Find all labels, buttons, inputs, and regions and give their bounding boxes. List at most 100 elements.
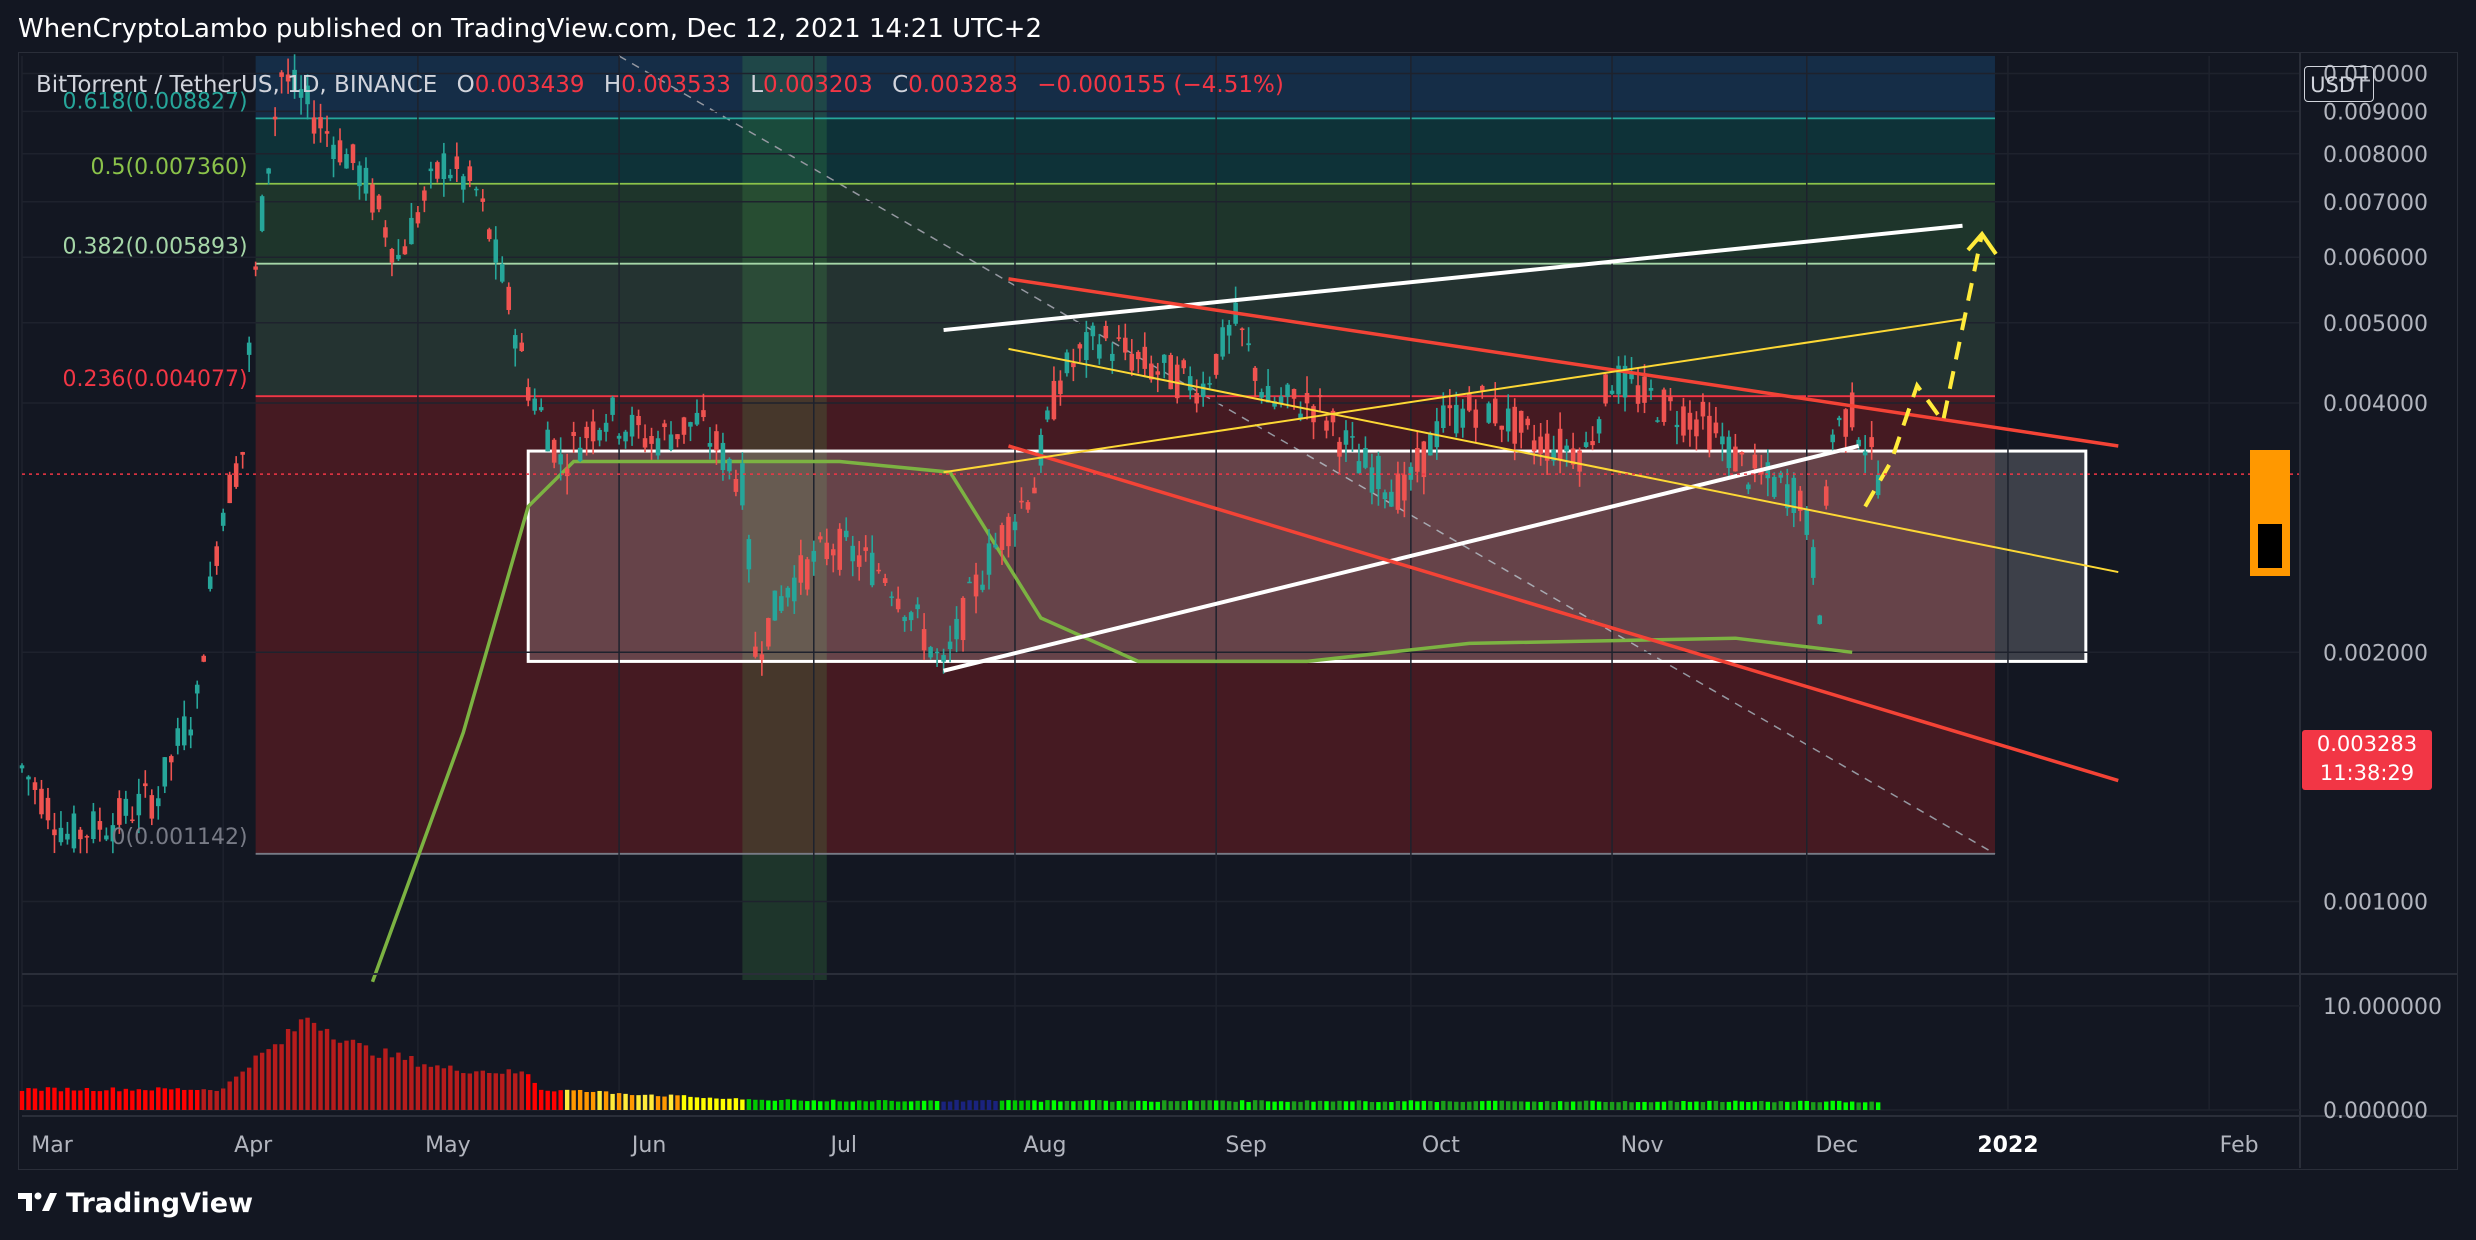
indicator-bar <box>779 1099 784 1110</box>
candle-body <box>785 587 791 598</box>
candle-body <box>1570 448 1576 465</box>
currency-badge[interactable]: USDT <box>2304 66 2374 102</box>
candle-body <box>448 174 453 179</box>
indicator-bar <box>1609 1101 1615 1110</box>
indicator-bar <box>1804 1101 1809 1110</box>
candle-body <box>156 798 161 807</box>
candle-body <box>1045 410 1050 420</box>
candle-body <box>298 89 304 98</box>
ind-tick-label: 10.000000 <box>2323 995 2442 1020</box>
indicator-bar <box>162 1088 167 1110</box>
candle-body <box>1356 461 1362 474</box>
candle-body <box>1629 374 1634 380</box>
candle-body <box>1681 406 1686 436</box>
indicator-bar <box>305 1017 310 1110</box>
indicator-bar <box>707 1097 713 1110</box>
candle-body <box>1389 491 1394 507</box>
candle-body <box>1161 354 1167 363</box>
candle-body <box>772 590 778 621</box>
indicator-bar <box>1434 1102 1440 1110</box>
candle-body <box>1181 360 1186 369</box>
indicator-bar <box>292 1031 297 1110</box>
candle-body <box>104 835 109 840</box>
indicator-bar <box>1655 1101 1660 1110</box>
candle-body <box>26 776 31 780</box>
candle-body <box>246 342 252 355</box>
candle-body <box>1259 392 1264 398</box>
indicator-bar <box>564 1089 570 1110</box>
candle-body <box>1142 346 1148 369</box>
x-tick-label: Feb <box>2220 1133 2259 1158</box>
indicator-bar <box>584 1092 589 1110</box>
indicator-bar <box>1622 1101 1628 1110</box>
y-tick-label: 0.005000 <box>2323 312 2428 337</box>
indicator-bar <box>539 1089 544 1110</box>
indicator-bar <box>1116 1101 1122 1110</box>
x-tick-label: Oct <box>1422 1133 1460 1158</box>
indicator-bar <box>1538 1101 1543 1110</box>
indicator-bar <box>1862 1102 1868 1110</box>
projection-arrow <box>1966 230 1998 256</box>
indicator-bar <box>1759 1100 1764 1110</box>
candle-body <box>266 168 271 174</box>
candle-body <box>1746 484 1751 490</box>
indicator-bar <box>526 1074 531 1110</box>
indicator-bar <box>448 1065 453 1110</box>
candle-body <box>1583 442 1589 447</box>
candle-body <box>259 196 265 231</box>
indicator-bar <box>1162 1100 1167 1110</box>
indicator-bar <box>1616 1102 1621 1110</box>
candle-body <box>1330 410 1336 423</box>
indicator-bar <box>214 1090 219 1110</box>
indicator-bar <box>577 1089 583 1110</box>
candle-body <box>422 190 427 201</box>
footer-brand[interactable]: TradingView <box>18 1188 253 1220</box>
indicator-bar <box>1226 1101 1232 1110</box>
ohlc-legend: BitTorrent / TetherUS, 1D, BINANCE O0.00… <box>36 72 1284 98</box>
candle-body <box>1700 401 1706 417</box>
candle-body <box>792 577 797 602</box>
indicator-bar <box>1168 1101 1173 1110</box>
candle-body <box>305 85 310 105</box>
candle-body <box>616 435 622 439</box>
candle-body <box>194 684 200 694</box>
indicator-bar <box>253 1055 258 1110</box>
indicator-bar <box>1687 1101 1693 1110</box>
candle-body <box>175 728 181 746</box>
indicator-bar <box>1681 1100 1686 1110</box>
candle-body <box>740 463 745 506</box>
indicator-bar <box>759 1099 765 1110</box>
candle-body <box>1609 390 1615 394</box>
indicator-bar <box>506 1069 511 1110</box>
candle-body <box>1239 328 1245 331</box>
indicator-bar <box>58 1091 64 1110</box>
candle-body <box>1382 492 1388 500</box>
candle-body <box>993 544 998 548</box>
candle-body <box>1843 409 1848 437</box>
indicator-bar <box>1213 1100 1219 1110</box>
candle-body <box>701 410 706 418</box>
indicator-bar <box>1239 1100 1245 1110</box>
candle-body <box>1694 419 1699 437</box>
indicator-bar <box>402 1059 408 1110</box>
indicator-bar <box>324 1028 330 1110</box>
y-tick-label: 0.009000 <box>2323 100 2428 125</box>
candle-body <box>1531 440 1537 452</box>
indicator-bar <box>1531 1101 1537 1110</box>
candle-body <box>337 140 343 163</box>
indicator-bar <box>785 1099 791 1110</box>
indicator-bar <box>902 1101 907 1110</box>
candle-body <box>1311 406 1316 423</box>
candle-body <box>941 655 946 662</box>
candle-body <box>1032 487 1037 494</box>
symbol-label: BitTorrent / TetherUS, 1D, BINANCE <box>36 72 438 98</box>
candle-body <box>869 552 875 586</box>
published-info: WhenCryptoLambo published on TradingView… <box>18 14 1043 44</box>
indicator-bar <box>1071 1101 1076 1110</box>
indicator-bar <box>1304 1100 1310 1110</box>
indicator-bar <box>850 1101 855 1110</box>
indicator-bar <box>1350 1101 1355 1110</box>
candle-body <box>830 549 836 556</box>
indicator-bar <box>350 1039 356 1110</box>
